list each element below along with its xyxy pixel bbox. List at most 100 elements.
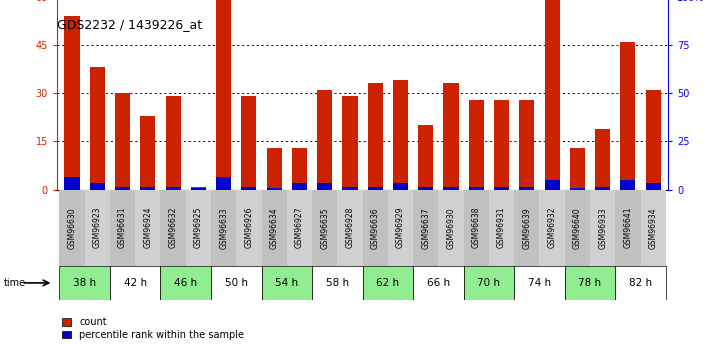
Text: GSM96934: GSM96934: [648, 207, 658, 248]
Bar: [110, 190, 135, 266]
Text: GSM96931: GSM96931: [497, 207, 506, 248]
Bar: [135, 190, 161, 266]
Text: GSM96639: GSM96639: [523, 207, 531, 248]
Bar: [368, 83, 383, 190]
Bar: [317, 183, 332, 190]
Text: GSM96925: GSM96925: [194, 207, 203, 248]
Text: GSM96634: GSM96634: [269, 207, 279, 248]
Bar: [317, 90, 332, 190]
Bar: [570, 148, 585, 190]
Text: 78 h: 78 h: [579, 278, 602, 288]
Bar: [161, 266, 211, 300]
Bar: [595, 187, 610, 190]
Text: GSM96924: GSM96924: [144, 207, 152, 248]
Bar: [191, 188, 206, 190]
Text: GSM96928: GSM96928: [346, 207, 355, 248]
Bar: [90, 67, 105, 190]
Bar: [140, 116, 156, 190]
Bar: [545, 180, 560, 190]
Bar: [590, 190, 615, 266]
Text: 46 h: 46 h: [174, 278, 198, 288]
Bar: [262, 266, 312, 300]
Bar: [267, 188, 282, 190]
Bar: [646, 90, 661, 190]
Text: 82 h: 82 h: [629, 278, 652, 288]
Bar: [494, 187, 509, 190]
Bar: [191, 187, 206, 190]
Bar: [393, 80, 408, 190]
Bar: [464, 190, 489, 266]
Bar: [469, 100, 484, 190]
Text: GSM96630: GSM96630: [68, 207, 77, 248]
Bar: [413, 190, 439, 266]
Bar: [363, 266, 413, 300]
Bar: [595, 129, 610, 190]
Bar: [90, 183, 105, 190]
Bar: [115, 187, 130, 190]
Text: GSM96641: GSM96641: [624, 207, 632, 248]
Bar: [292, 148, 307, 190]
Text: GSM96927: GSM96927: [295, 207, 304, 248]
Text: 58 h: 58 h: [326, 278, 349, 288]
Text: GSM96640: GSM96640: [573, 207, 582, 248]
Bar: [545, 0, 560, 190]
Bar: [418, 125, 434, 190]
Bar: [115, 93, 130, 190]
Text: 42 h: 42 h: [124, 278, 146, 288]
Text: GSM96633: GSM96633: [219, 207, 228, 248]
Bar: [620, 180, 636, 190]
Bar: [565, 190, 590, 266]
Bar: [166, 187, 181, 190]
Bar: [646, 183, 661, 190]
Bar: [292, 183, 307, 190]
Bar: [65, 177, 80, 190]
Bar: [343, 187, 358, 190]
Text: time: time: [4, 278, 26, 288]
Bar: [514, 190, 540, 266]
Text: GSM96631: GSM96631: [118, 207, 127, 248]
Bar: [519, 187, 535, 190]
Bar: [236, 190, 262, 266]
Bar: [393, 183, 408, 190]
Bar: [469, 187, 484, 190]
Bar: [444, 187, 459, 190]
Text: GSM96638: GSM96638: [472, 207, 481, 248]
Bar: [620, 42, 636, 190]
Bar: [287, 190, 312, 266]
Text: GSM96933: GSM96933: [598, 207, 607, 248]
Bar: [514, 266, 565, 300]
Legend: count, percentile rank within the sample: count, percentile rank within the sample: [62, 317, 245, 340]
Text: GSM96635: GSM96635: [320, 207, 329, 248]
Bar: [388, 190, 413, 266]
Bar: [211, 266, 262, 300]
Bar: [262, 190, 287, 266]
Bar: [110, 266, 161, 300]
Bar: [418, 187, 434, 190]
Bar: [65, 16, 80, 190]
Text: GDS2232 / 1439226_at: GDS2232 / 1439226_at: [57, 18, 202, 31]
Text: 50 h: 50 h: [225, 278, 247, 288]
Bar: [343, 96, 358, 190]
Text: 74 h: 74 h: [528, 278, 551, 288]
Bar: [439, 190, 464, 266]
Text: GSM96923: GSM96923: [93, 207, 102, 248]
Bar: [444, 83, 459, 190]
Text: 54 h: 54 h: [275, 278, 299, 288]
Bar: [60, 190, 85, 266]
Text: GSM96636: GSM96636: [370, 207, 380, 248]
Text: 62 h: 62 h: [376, 278, 400, 288]
Bar: [570, 188, 585, 190]
Bar: [267, 148, 282, 190]
Bar: [216, 177, 231, 190]
Bar: [413, 266, 464, 300]
Bar: [519, 100, 535, 190]
Text: GSM96632: GSM96632: [169, 207, 178, 248]
Bar: [337, 190, 363, 266]
Text: 66 h: 66 h: [427, 278, 450, 288]
Bar: [363, 190, 388, 266]
Bar: [161, 190, 186, 266]
Bar: [540, 190, 565, 266]
Text: 70 h: 70 h: [478, 278, 501, 288]
Bar: [140, 187, 156, 190]
Bar: [312, 266, 363, 300]
